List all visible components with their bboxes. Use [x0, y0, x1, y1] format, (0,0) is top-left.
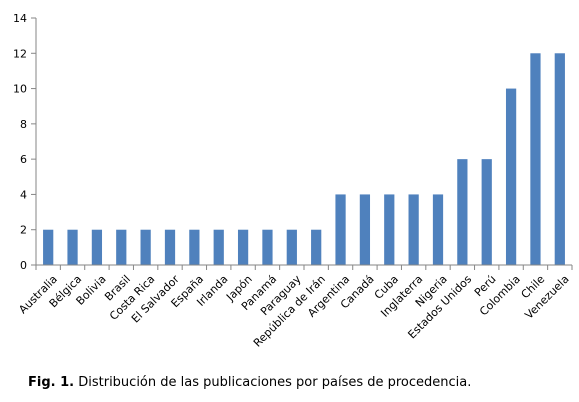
y-tick-label: 10	[13, 83, 27, 96]
y-axis: 0 2 4 6 8 10 12 14	[13, 12, 37, 272]
bar	[164, 229, 176, 265]
bar-chart: 0 2 4 6 8 10 12 14 AustraliaBélgicaBoliviaBrasi…	[13, 12, 573, 350]
bar	[432, 194, 444, 265]
bar	[286, 229, 297, 265]
caption-label: Fig. 1.	[28, 375, 75, 390]
y-tick-label: 14	[13, 12, 27, 25]
bar	[91, 229, 103, 265]
bar	[530, 53, 541, 266]
bar	[457, 159, 468, 265]
figure-caption: Fig. 1. Distribución de las publicacione…	[28, 375, 471, 390]
y-tick-label: 0	[20, 259, 27, 272]
bar	[237, 229, 249, 265]
y-tick-label: 8	[20, 118, 27, 131]
y-tick-label: 4	[20, 188, 27, 201]
bar	[505, 88, 517, 265]
bar	[262, 229, 273, 265]
bar	[140, 229, 151, 265]
bar	[189, 229, 200, 265]
bar	[359, 194, 371, 265]
bar	[43, 229, 54, 265]
bars	[43, 53, 565, 266]
bar	[213, 229, 224, 265]
y-tick-label: 6	[20, 153, 27, 166]
bar	[408, 194, 419, 265]
bar	[311, 229, 322, 265]
y-tick-label: 12	[13, 47, 27, 60]
bar	[554, 53, 565, 266]
bar	[481, 159, 492, 265]
bar	[116, 229, 127, 265]
bar	[384, 194, 395, 265]
y-tick-label: 2	[20, 224, 27, 237]
bar	[335, 194, 346, 265]
bar	[67, 229, 78, 265]
caption-text: Distribución de las publicaciones por pa…	[74, 375, 472, 390]
